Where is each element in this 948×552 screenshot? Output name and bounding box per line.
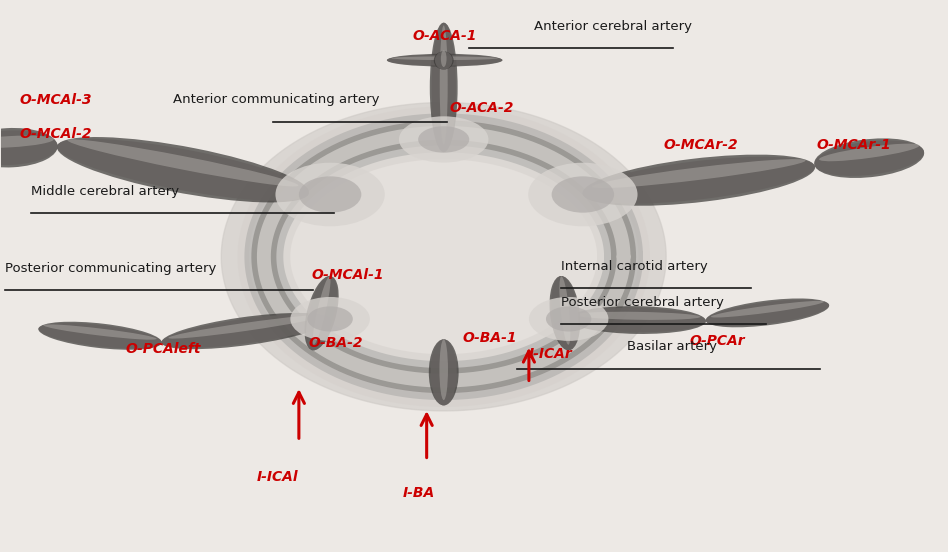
Ellipse shape [431, 23, 456, 152]
Polygon shape [221, 103, 666, 411]
Text: O-MCAl-3: O-MCAl-3 [20, 93, 92, 107]
Ellipse shape [276, 163, 385, 226]
Ellipse shape [57, 139, 309, 201]
Ellipse shape [67, 139, 299, 187]
Text: Internal carotid artery: Internal carotid artery [561, 260, 708, 273]
Text: Anterior communicating artery: Anterior communicating artery [173, 93, 379, 107]
Ellipse shape [387, 55, 502, 66]
Text: Anterior cerebral artery: Anterior cerebral artery [534, 20, 692, 33]
Text: Middle cerebral artery: Middle cerebral artery [31, 185, 179, 198]
Text: I-ICAl: I-ICAl [256, 470, 298, 484]
Ellipse shape [429, 23, 458, 152]
Text: O-ACA-1: O-ACA-1 [412, 29, 477, 44]
Text: O-BA-2: O-BA-2 [308, 336, 363, 350]
Ellipse shape [434, 51, 454, 70]
Ellipse shape [392, 56, 498, 60]
Ellipse shape [529, 297, 609, 341]
Ellipse shape [428, 339, 459, 405]
Ellipse shape [550, 276, 580, 351]
Text: O-MCAl-1: O-MCAl-1 [311, 268, 384, 282]
Ellipse shape [546, 306, 592, 332]
Text: Basilar artery: Basilar artery [628, 340, 718, 353]
Ellipse shape [0, 136, 54, 148]
Ellipse shape [39, 322, 162, 350]
Ellipse shape [0, 128, 58, 167]
Ellipse shape [387, 54, 502, 67]
Ellipse shape [304, 276, 338, 351]
Text: I-BA: I-BA [403, 486, 435, 501]
Ellipse shape [528, 163, 637, 226]
Ellipse shape [814, 139, 924, 178]
Ellipse shape [705, 300, 830, 326]
Ellipse shape [0, 130, 58, 165]
Text: O-MCAl-2: O-MCAl-2 [20, 127, 92, 141]
Ellipse shape [583, 155, 815, 206]
Text: O-PCAleft: O-PCAleft [126, 342, 201, 355]
Ellipse shape [44, 325, 156, 339]
Ellipse shape [399, 116, 488, 163]
Ellipse shape [435, 51, 452, 70]
Ellipse shape [592, 159, 806, 188]
Ellipse shape [569, 306, 706, 334]
Polygon shape [249, 122, 638, 391]
Text: O-MCAr-1: O-MCAr-1 [816, 138, 891, 152]
Text: O-BA-1: O-BA-1 [463, 331, 518, 344]
Ellipse shape [552, 176, 614, 213]
Ellipse shape [583, 157, 815, 204]
Ellipse shape [169, 315, 323, 338]
Text: O-ACA-2: O-ACA-2 [449, 101, 514, 115]
Ellipse shape [430, 339, 457, 405]
Ellipse shape [307, 306, 353, 332]
Text: I-ICAr: I-ICAr [529, 347, 573, 361]
Ellipse shape [814, 140, 924, 176]
Ellipse shape [559, 277, 571, 344]
Ellipse shape [57, 137, 309, 203]
Ellipse shape [313, 277, 331, 344]
Text: O-MCAr-2: O-MCAr-2 [664, 138, 738, 152]
Ellipse shape [161, 314, 330, 348]
Text: Posterior cerebral artery: Posterior cerebral artery [561, 296, 724, 309]
Text: Posterior communicating artery: Posterior communicating artery [6, 262, 217, 275]
Text: O-PCAr: O-PCAr [690, 334, 745, 348]
Ellipse shape [440, 25, 447, 145]
Ellipse shape [819, 144, 920, 161]
Ellipse shape [299, 176, 361, 213]
Ellipse shape [574, 312, 701, 320]
Ellipse shape [39, 323, 162, 348]
Ellipse shape [705, 299, 830, 327]
Ellipse shape [569, 308, 706, 332]
Ellipse shape [418, 126, 469, 153]
Ellipse shape [161, 313, 330, 349]
Ellipse shape [441, 50, 447, 67]
Ellipse shape [711, 301, 824, 317]
Ellipse shape [552, 276, 578, 351]
Ellipse shape [440, 339, 448, 400]
Ellipse shape [306, 276, 337, 351]
Ellipse shape [290, 297, 370, 341]
